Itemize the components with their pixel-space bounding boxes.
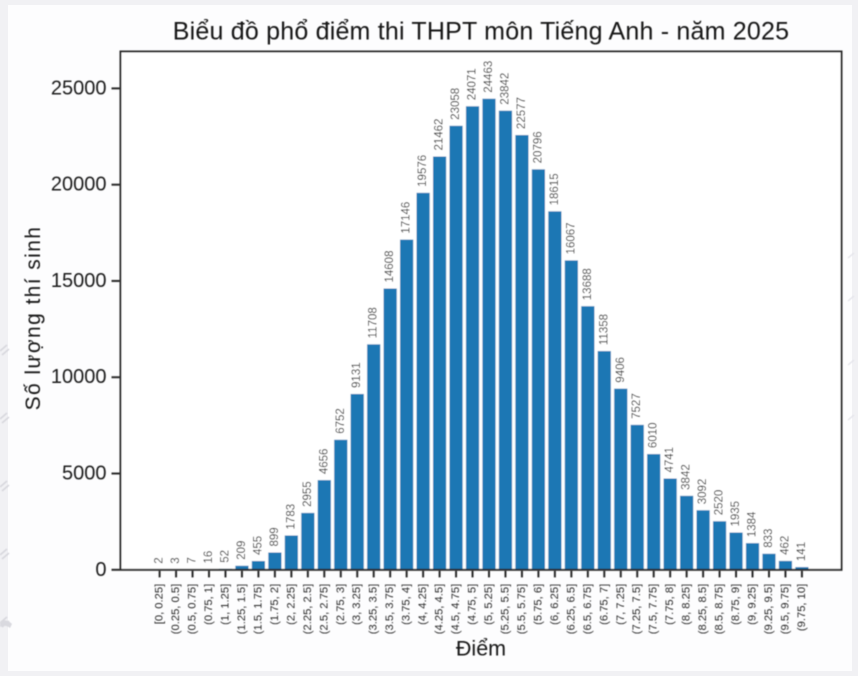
svg-text:(4.25, 4.5]: (4.25, 4.5] <box>434 584 446 634</box>
svg-text:6752: 6752 <box>335 408 347 434</box>
svg-text:9406: 9406 <box>615 357 627 383</box>
svg-text:(0.75, 1]: (0.75, 1] <box>203 584 215 625</box>
svg-text:20796: 20796 <box>532 131 544 163</box>
svg-text:(9.5, 9.75]: (9.5, 9.75] <box>779 584 791 634</box>
svg-text:16: 16 <box>203 551 215 564</box>
svg-text:24071: 24071 <box>467 68 479 100</box>
svg-text:1783: 1783 <box>285 504 297 530</box>
svg-text:3092: 3092 <box>697 479 709 505</box>
svg-text:14608: 14608 <box>384 251 396 283</box>
svg-text:(1, 1.25]: (1, 1.25] <box>219 584 231 625</box>
svg-text:833: 833 <box>763 529 775 548</box>
svg-text:(8.75, 9]: (8.75, 9] <box>730 584 742 625</box>
svg-text:16067: 16067 <box>565 222 577 254</box>
svg-text:20000: 20000 <box>51 174 107 196</box>
svg-text:2: 2 <box>154 557 166 563</box>
svg-text:(7.25, 7.5]: (7.25, 7.5] <box>631 584 643 634</box>
svg-text:(6.25, 6.5]: (6.25, 6.5] <box>565 584 577 634</box>
svg-text:(0.5, 0.75]: (0.5, 0.75] <box>187 584 199 634</box>
svg-text:(2, 2.25]: (2, 2.25] <box>285 584 297 625</box>
svg-text:(7.75, 8]: (7.75, 8] <box>664 584 676 625</box>
svg-text:4741: 4741 <box>664 447 676 473</box>
svg-text:7: 7 <box>187 557 199 563</box>
svg-text:(9.25, 9.5]: (9.25, 9.5] <box>763 584 775 634</box>
svg-text:2520: 2520 <box>714 490 726 516</box>
svg-text:19576: 19576 <box>417 155 429 187</box>
svg-text:10000: 10000 <box>51 366 107 388</box>
svg-text:23058: 23058 <box>450 88 462 120</box>
svg-text:(2.25, 2.5]: (2.25, 2.5] <box>302 584 314 634</box>
svg-text:6010: 6010 <box>648 422 660 448</box>
svg-text:(1.25, 1.5]: (1.25, 1.5] <box>236 584 248 634</box>
svg-text:(5.5, 5.75]: (5.5, 5.75] <box>516 584 528 634</box>
svg-text:(5, 5.25]: (5, 5.25] <box>483 584 495 625</box>
svg-text:11358: 11358 <box>598 314 610 345</box>
svg-text:(9.75, 10]: (9.75, 10] <box>796 584 808 631</box>
svg-text:13688: 13688 <box>582 268 594 300</box>
svg-text:4656: 4656 <box>318 449 330 475</box>
svg-text:23842: 23842 <box>499 73 511 105</box>
svg-text:(1.75, 2]: (1.75, 2] <box>269 584 281 625</box>
svg-text:7527: 7527 <box>631 393 643 419</box>
svg-text:(8.5, 8.75]: (8.5, 8.75] <box>714 584 726 634</box>
svg-text:(7.5, 7.75]: (7.5, 7.75] <box>648 584 660 634</box>
svg-text:Điểm: Điểm <box>456 637 506 661</box>
svg-text:21462: 21462 <box>434 119 446 151</box>
svg-text:2955: 2955 <box>302 481 314 507</box>
svg-text:25000: 25000 <box>51 77 107 99</box>
svg-text:(3.75, 4]: (3.75, 4] <box>401 584 413 625</box>
svg-text:(8.25, 8.5]: (8.25, 8.5] <box>697 584 709 634</box>
svg-text:209: 209 <box>236 541 248 560</box>
svg-text:(5.25, 5.5]: (5.25, 5.5] <box>499 584 511 634</box>
svg-text:24463: 24463 <box>483 61 495 93</box>
svg-text:5000: 5000 <box>62 463 107 485</box>
svg-text:(3.25, 3.5]: (3.25, 3.5] <box>368 584 380 634</box>
svg-text:462: 462 <box>779 536 791 555</box>
svg-text:3842: 3842 <box>681 464 693 490</box>
svg-text:[0, 0.25]: [0, 0.25] <box>154 584 166 624</box>
svg-text:9131: 9131 <box>351 362 363 388</box>
svg-text:(4.5, 4.75]: (4.5, 4.75] <box>450 584 462 634</box>
svg-text:(4.75, 5]: (4.75, 5] <box>467 584 479 625</box>
svg-text:(1.5, 1.75]: (1.5, 1.75] <box>252 584 264 634</box>
svg-text:899: 899 <box>269 527 281 546</box>
svg-text:3: 3 <box>170 557 182 563</box>
svg-text:0: 0 <box>95 559 106 581</box>
svg-text:(8, 8.25]: (8, 8.25] <box>681 584 693 625</box>
svg-text:11708: 11708 <box>368 307 380 338</box>
svg-text:15000: 15000 <box>51 270 107 292</box>
svg-text:(4, 4.25]: (4, 4.25] <box>417 584 429 625</box>
svg-text:Biểu đồ phổ điểm thi THPT môn: Biểu đồ phổ điểm thi THPT môn Tiếng Anh … <box>173 18 789 46</box>
svg-text:(6.75, 7]: (6.75, 7] <box>598 584 610 625</box>
svg-text:(6, 6.25]: (6, 6.25] <box>549 584 561 625</box>
svg-text:455: 455 <box>252 536 264 555</box>
svg-text:(6.5, 6.75]: (6.5, 6.75] <box>582 584 594 634</box>
svg-text:17146: 17146 <box>401 202 413 234</box>
svg-text:Số lượng thí sinh: Số lượng thí sinh <box>22 226 45 411</box>
svg-text:1935: 1935 <box>730 501 742 527</box>
svg-text:1384: 1384 <box>747 511 759 537</box>
svg-text:22577: 22577 <box>516 97 528 129</box>
svg-text:52: 52 <box>219 550 231 563</box>
svg-text:(0.25, 0.5]: (0.25, 0.5] <box>170 584 182 634</box>
svg-text:(9, 9.25]: (9, 9.25] <box>747 584 759 625</box>
svg-text:(3.5, 3.75]: (3.5, 3.75] <box>384 584 396 634</box>
svg-text:18615: 18615 <box>549 173 561 205</box>
svg-text:(2.75, 3]: (2.75, 3] <box>335 584 347 625</box>
svg-text:(7, 7.25]: (7, 7.25] <box>615 584 627 625</box>
svg-text:(5.75, 6]: (5.75, 6] <box>532 584 544 625</box>
svg-text:141: 141 <box>796 542 808 561</box>
svg-text:(2.5, 2.75]: (2.5, 2.75] <box>318 584 330 634</box>
svg-text:(3, 3.25]: (3, 3.25] <box>351 584 363 625</box>
